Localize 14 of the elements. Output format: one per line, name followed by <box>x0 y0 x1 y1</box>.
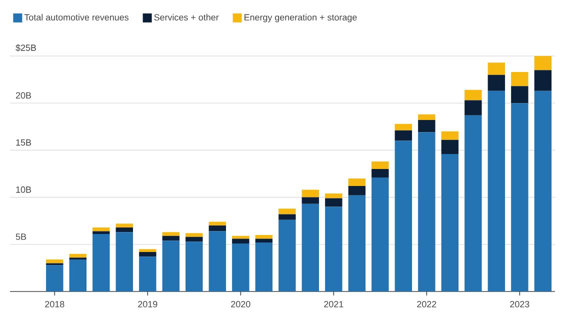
legend-label: Total automotive revenues <box>24 14 129 21</box>
y-tick-label: 10B <box>16 186 32 193</box>
y-tick-label: 5B <box>16 234 26 240</box>
y-tick-label: $25B <box>16 44 36 52</box>
x-tick-label: 2018 <box>45 300 64 308</box>
y-tick-label: 15B <box>16 139 32 146</box>
legend-label: Services + other <box>154 14 219 21</box>
legend-label: Energy generation + storage <box>244 14 357 22</box>
x-tick-label: 2022 <box>417 300 436 308</box>
y-tick-label: 20B <box>16 92 32 99</box>
x-tick-label: 2019 <box>138 300 158 308</box>
x-tick-label: 2023 <box>510 300 530 308</box>
x-tick-label: 2020 <box>231 300 250 308</box>
x-tick-label: 2021 <box>324 300 344 308</box>
